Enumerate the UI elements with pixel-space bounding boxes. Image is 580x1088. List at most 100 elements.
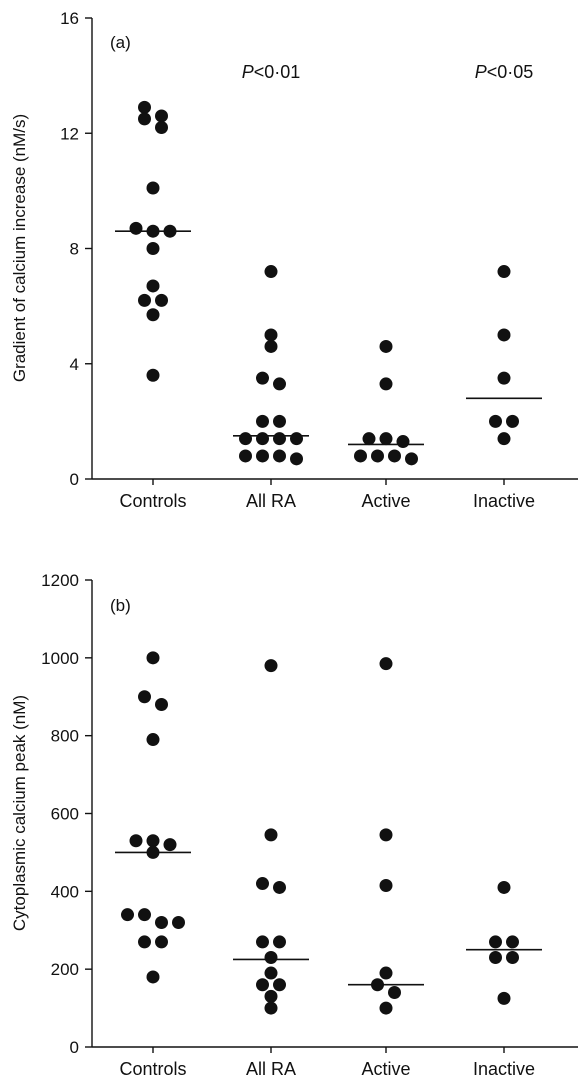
y-tick-label: 0: [70, 470, 79, 489]
panel-a-y-ticks: 0 4 8 12 16: [60, 9, 92, 489]
data-point: [146, 242, 160, 255]
p-value-annotation: P<0·01: [242, 62, 301, 82]
data-point: [354, 449, 367, 463]
data-point: [138, 690, 151, 704]
category-label: Controls: [119, 1059, 186, 1079]
data-point: [388, 449, 401, 463]
category-label: Inactive: [473, 1059, 535, 1079]
data-point: [379, 377, 393, 391]
data-point: [146, 970, 160, 984]
data-point: [497, 328, 511, 342]
data-point: [155, 120, 168, 134]
data-point: [379, 657, 393, 671]
data-point: [379, 828, 393, 842]
category-label: Inactive: [473, 491, 535, 511]
data-point: [146, 368, 160, 382]
data-point: [256, 935, 269, 949]
data-point: [264, 328, 278, 342]
data-point: [506, 935, 519, 949]
data-point: [379, 432, 393, 446]
data-point: [138, 293, 151, 307]
data-point: [264, 1001, 278, 1015]
data-point: [264, 828, 278, 842]
panel-b-y-ticks: 0 200 400 600 800 1000 1200: [41, 571, 92, 1057]
data-point: [273, 432, 286, 446]
data-point: [172, 915, 185, 929]
data-point: [155, 915, 168, 929]
data-point: [273, 414, 286, 428]
panel-b-y-axis-title: Cytoplasmic calcium peak (nM): [10, 695, 29, 931]
data-point: [264, 339, 278, 353]
data-point: [379, 339, 393, 353]
data-point: [129, 221, 143, 235]
data-point: [273, 935, 286, 949]
data-point: [146, 733, 160, 747]
data-point: [379, 878, 393, 892]
data-point: [264, 950, 278, 964]
data-point: [121, 908, 134, 922]
data-point: [497, 880, 511, 894]
data-point: [239, 449, 252, 463]
data-point: [489, 950, 502, 964]
data-point: [489, 414, 502, 428]
data-point: [129, 834, 143, 848]
y-tick-label: 600: [51, 805, 79, 824]
category-label: Controls: [119, 491, 186, 511]
data-point: [256, 414, 269, 428]
data-point: [155, 293, 168, 307]
data-point: [146, 181, 160, 195]
data-point: [290, 432, 303, 446]
category-label: All RA: [246, 1059, 296, 1079]
data-point: [155, 698, 168, 712]
data-point: [405, 452, 418, 466]
y-tick-label: 200: [51, 960, 79, 979]
data-point: [146, 651, 160, 665]
y-tick-label: 12: [60, 124, 79, 143]
y-tick-label: 1000: [41, 649, 79, 668]
data-point: [379, 1001, 393, 1015]
panel-a-p-values: P<0·01 P<0·05: [242, 62, 534, 82]
data-point: [273, 377, 286, 391]
data-point: [138, 935, 151, 949]
data-point: [138, 112, 151, 126]
data-point: [256, 978, 269, 992]
data-point: [273, 449, 286, 463]
data-point: [290, 452, 303, 466]
data-point: [371, 978, 384, 992]
data-point: [155, 935, 168, 949]
y-tick-label: 400: [51, 882, 79, 901]
panel-a-category-labels: Controls All RA Active Inactive: [119, 479, 535, 511]
y-tick-label: 1200: [41, 571, 79, 590]
data-point: [497, 432, 511, 446]
y-tick-label: 8: [70, 240, 79, 259]
data-point: [506, 950, 519, 964]
y-tick-label: 800: [51, 727, 79, 746]
data-point: [264, 966, 278, 980]
panel-a-label: (a): [110, 33, 131, 52]
data-point: [379, 966, 393, 980]
data-point: [155, 109, 168, 123]
data-point: [138, 100, 151, 114]
y-tick-label: 16: [60, 9, 79, 28]
data-point: [146, 308, 160, 322]
data-point: [256, 449, 269, 463]
data-point: [138, 908, 151, 922]
data-point: [273, 978, 286, 992]
panel-b-category-labels: Controls All RA Active Inactive: [119, 1047, 535, 1079]
panel-b-points: [121, 651, 519, 1015]
panel-a-points: [129, 100, 519, 466]
data-point: [146, 834, 160, 848]
p-value-annotation: P<0·05: [475, 62, 534, 82]
y-tick-label: 4: [70, 355, 79, 374]
data-point: [256, 371, 269, 385]
data-point: [396, 435, 410, 449]
data-point: [273, 880, 286, 894]
data-point: [497, 265, 511, 279]
data-point: [239, 432, 252, 446]
y-tick-label: 0: [70, 1038, 79, 1057]
data-point: [163, 838, 177, 852]
data-point: [497, 991, 511, 1005]
data-point: [497, 371, 511, 385]
panel-a-chart: (a) Gradient of calcium increase (nM/s) …: [10, 9, 578, 511]
data-point: [506, 414, 519, 428]
